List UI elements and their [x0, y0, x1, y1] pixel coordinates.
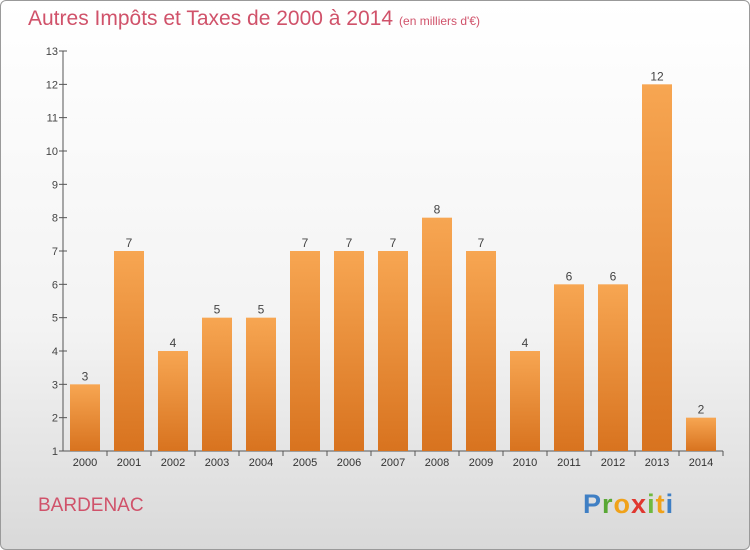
chart-title: Autres Impôts et Taxes de 2000 à 2014 (en… [28, 7, 480, 31]
x-tick-label: 2000 [73, 457, 97, 469]
y-tick-label: 1 [52, 446, 58, 458]
bar-2012 [598, 284, 628, 451]
data-label: 6 [610, 269, 617, 283]
x-tick-label: 2002 [161, 457, 185, 469]
logo-letter: o [613, 489, 632, 519]
labels: 2000 3 2001 7 2002 4 2003 5 2004 5 2005 7 2006 7 2007 7… [73, 69, 713, 469]
x-tick-label: 2011 [557, 457, 581, 469]
data-label: 4 [522, 336, 529, 350]
bars [70, 84, 716, 451]
bar-2001 [114, 251, 144, 451]
y-tick-label: 7 [52, 246, 58, 258]
chart-title-unit: (en milliers d'€) [399, 14, 481, 28]
x-tick-label: 2010 [513, 457, 537, 469]
bar-2013 [642, 84, 672, 451]
bar-2000 [70, 384, 100, 451]
data-label: 2 [698, 403, 705, 417]
y-tick-label: 11 [47, 113, 58, 125]
bar-2011 [554, 284, 584, 451]
x-tick-label: 2014 [689, 457, 713, 469]
data-label: 4 [170, 336, 177, 350]
logo-letter: P [583, 489, 603, 519]
x-tick-label: 2008 [425, 457, 449, 469]
data-label: 7 [126, 236, 133, 250]
x-tick-label: 2003 [205, 457, 229, 469]
bar-2006 [334, 251, 364, 451]
y-tick-label: 10 [46, 146, 58, 158]
x-tick-label: 2013 [645, 457, 669, 469]
bar-2010 [510, 351, 540, 451]
bar-2014 [686, 417, 716, 451]
proxiti-logo: Proxiti [583, 489, 674, 520]
bar-2005 [290, 251, 320, 451]
logo-letter: i [665, 489, 675, 519]
data-label: 7 [302, 236, 309, 250]
y-tick-label: 8 [52, 213, 58, 225]
data-label: 7 [346, 236, 353, 250]
data-label: 7 [478, 236, 485, 250]
logo-letter: r [602, 489, 614, 519]
y-tick-label: 9 [52, 179, 58, 191]
data-label: 12 [650, 69, 664, 83]
x-tick-label: 2005 [293, 457, 317, 469]
x-tick-label: 2006 [337, 457, 361, 469]
logo-letter: i [647, 489, 656, 519]
x-tick-label: 2007 [381, 457, 405, 469]
y-tick-label: 2 [52, 413, 58, 425]
x-tick-label: 2004 [249, 457, 273, 469]
x-tick-label: 2009 [469, 457, 493, 469]
bar-2003 [202, 317, 232, 451]
city-name: BARDENAC [38, 495, 144, 516]
bar-2009 [466, 251, 496, 451]
y-tick-label: 5 [52, 313, 58, 325]
chart-title-text: Autres Impôts et Taxes de 2000 à 2014 [28, 7, 394, 30]
x-tick-label: 2012 [601, 457, 625, 469]
bar-2008 [422, 217, 452, 451]
data-label: 5 [258, 303, 265, 317]
bar-2004 [246, 317, 276, 451]
bar-2002 [158, 351, 188, 451]
y-tick-label: 4 [52, 346, 58, 358]
logo-letter: t [655, 489, 666, 519]
data-label: 8 [434, 203, 441, 217]
y-tick-label: 13 [46, 46, 58, 58]
y-tick-label: 6 [52, 279, 58, 291]
data-label: 7 [390, 236, 397, 250]
y-tick-label: 3 [52, 379, 58, 391]
data-label: 5 [214, 303, 221, 317]
y-tick-label: 12 [46, 79, 58, 91]
data-label: 6 [566, 269, 573, 283]
data-label: 3 [82, 369, 89, 383]
bar-2007 [378, 251, 408, 451]
x-tick-label: 2001 [117, 457, 141, 469]
logo-letter: x [631, 489, 648, 519]
